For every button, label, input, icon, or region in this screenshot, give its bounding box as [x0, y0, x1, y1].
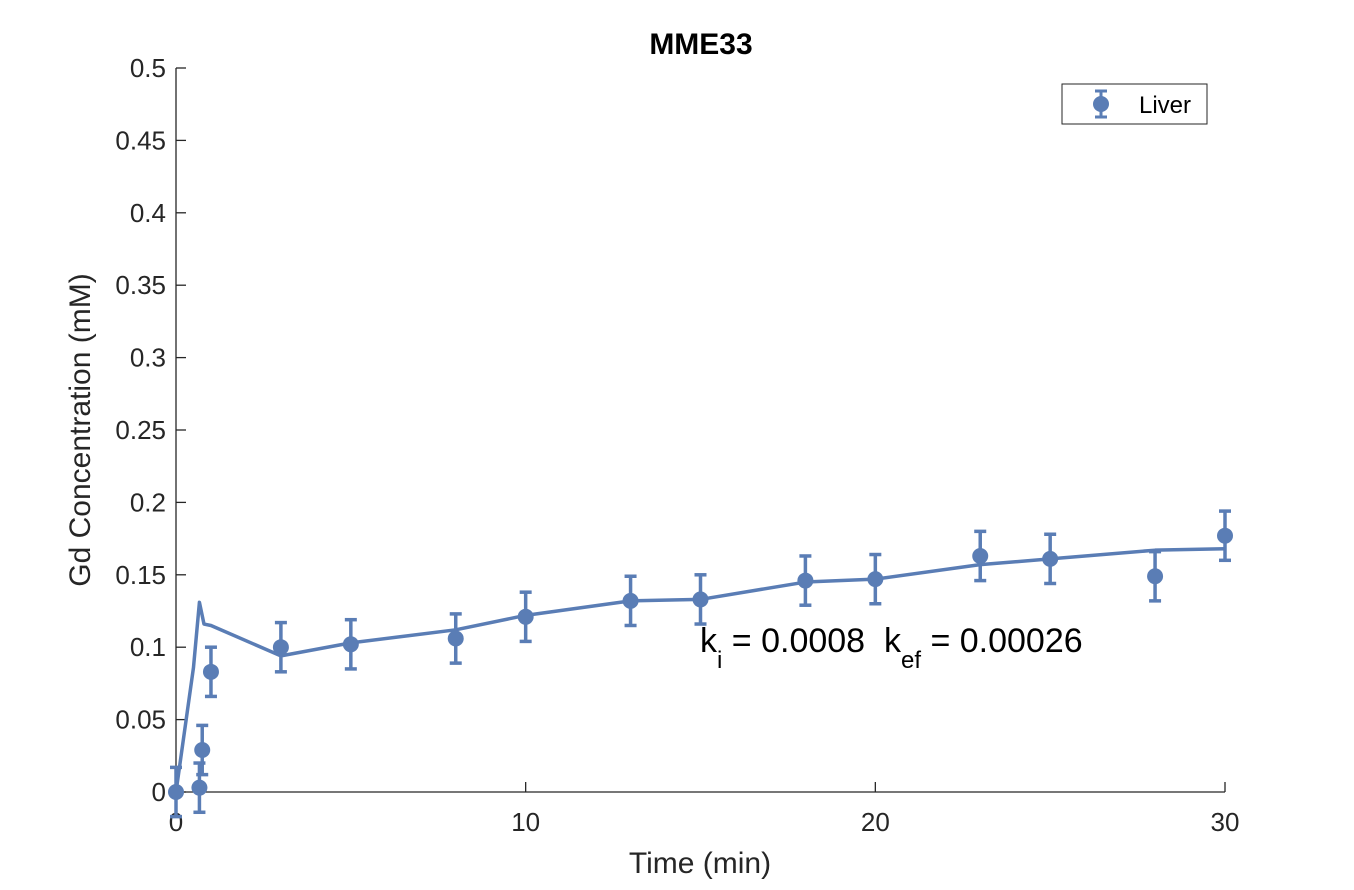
y-tick-label: 0.3	[130, 343, 166, 373]
annotation-k1-value: = 0.0008	[722, 622, 884, 660]
x-tick-label: 20	[861, 807, 890, 837]
y-tick-label: 0.4	[130, 198, 166, 228]
chart-title: MME33	[649, 28, 752, 61]
y-tick-label: 0.2	[130, 487, 166, 517]
x-axis-label: Time (min)	[629, 847, 771, 880]
y-tick-label: 0.35	[115, 270, 166, 300]
legend: Liver	[1061, 83, 1208, 125]
y-tick-label: 0	[152, 777, 166, 807]
data-point	[168, 784, 184, 800]
y-tick-label: 0.1	[130, 632, 166, 662]
ticks: 0 0.05 0.1 0.15 0.2 0.25 0.3 0.35 0.4 0.45 0.5 0 10 2…	[115, 53, 1239, 837]
parameter-annotation: ki = 0.0008 kef = 0.00026	[700, 622, 1083, 674]
data-point	[194, 742, 211, 759]
data-point	[622, 592, 639, 609]
x-tick-label: 0	[169, 807, 183, 837]
data-point	[1147, 568, 1164, 585]
data-point	[867, 571, 884, 588]
data-point	[517, 608, 534, 625]
data-point	[447, 630, 464, 647]
data-point	[1042, 550, 1059, 567]
legend-label-liver: Liver	[1139, 92, 1191, 119]
data-point	[191, 779, 208, 796]
data-point	[797, 572, 814, 589]
annotation-k1: k	[700, 622, 718, 660]
data-point	[342, 636, 359, 653]
legend-box	[1061, 83, 1208, 125]
series-layer	[168, 509, 1233, 819]
legend-marker	[1093, 96, 1109, 112]
axes	[175, 68, 1225, 793]
y-tick-label: 0.15	[115, 560, 166, 590]
annotation-k2-value: = 0.00026	[921, 622, 1083, 660]
annotation-k2: k	[884, 622, 902, 660]
data-point	[202, 663, 219, 680]
annotation-k1-sub: i	[717, 647, 722, 674]
y-tick-label: 0.25	[115, 415, 166, 445]
x-tick-label: 10	[511, 807, 540, 837]
data-point	[972, 547, 989, 564]
data-point	[272, 639, 289, 656]
y-tick-label: 0.5	[130, 53, 166, 83]
x-tick-label: 30	[1211, 807, 1240, 837]
y-axis-label: Gd Concentration (mM)	[64, 273, 97, 586]
annotation-k2-sub: ef	[901, 647, 921, 674]
y-tick-label: 0.05	[115, 705, 166, 735]
data-point	[692, 591, 709, 608]
y-tick-label: 0.45	[115, 125, 166, 155]
data-point	[1217, 527, 1233, 544]
